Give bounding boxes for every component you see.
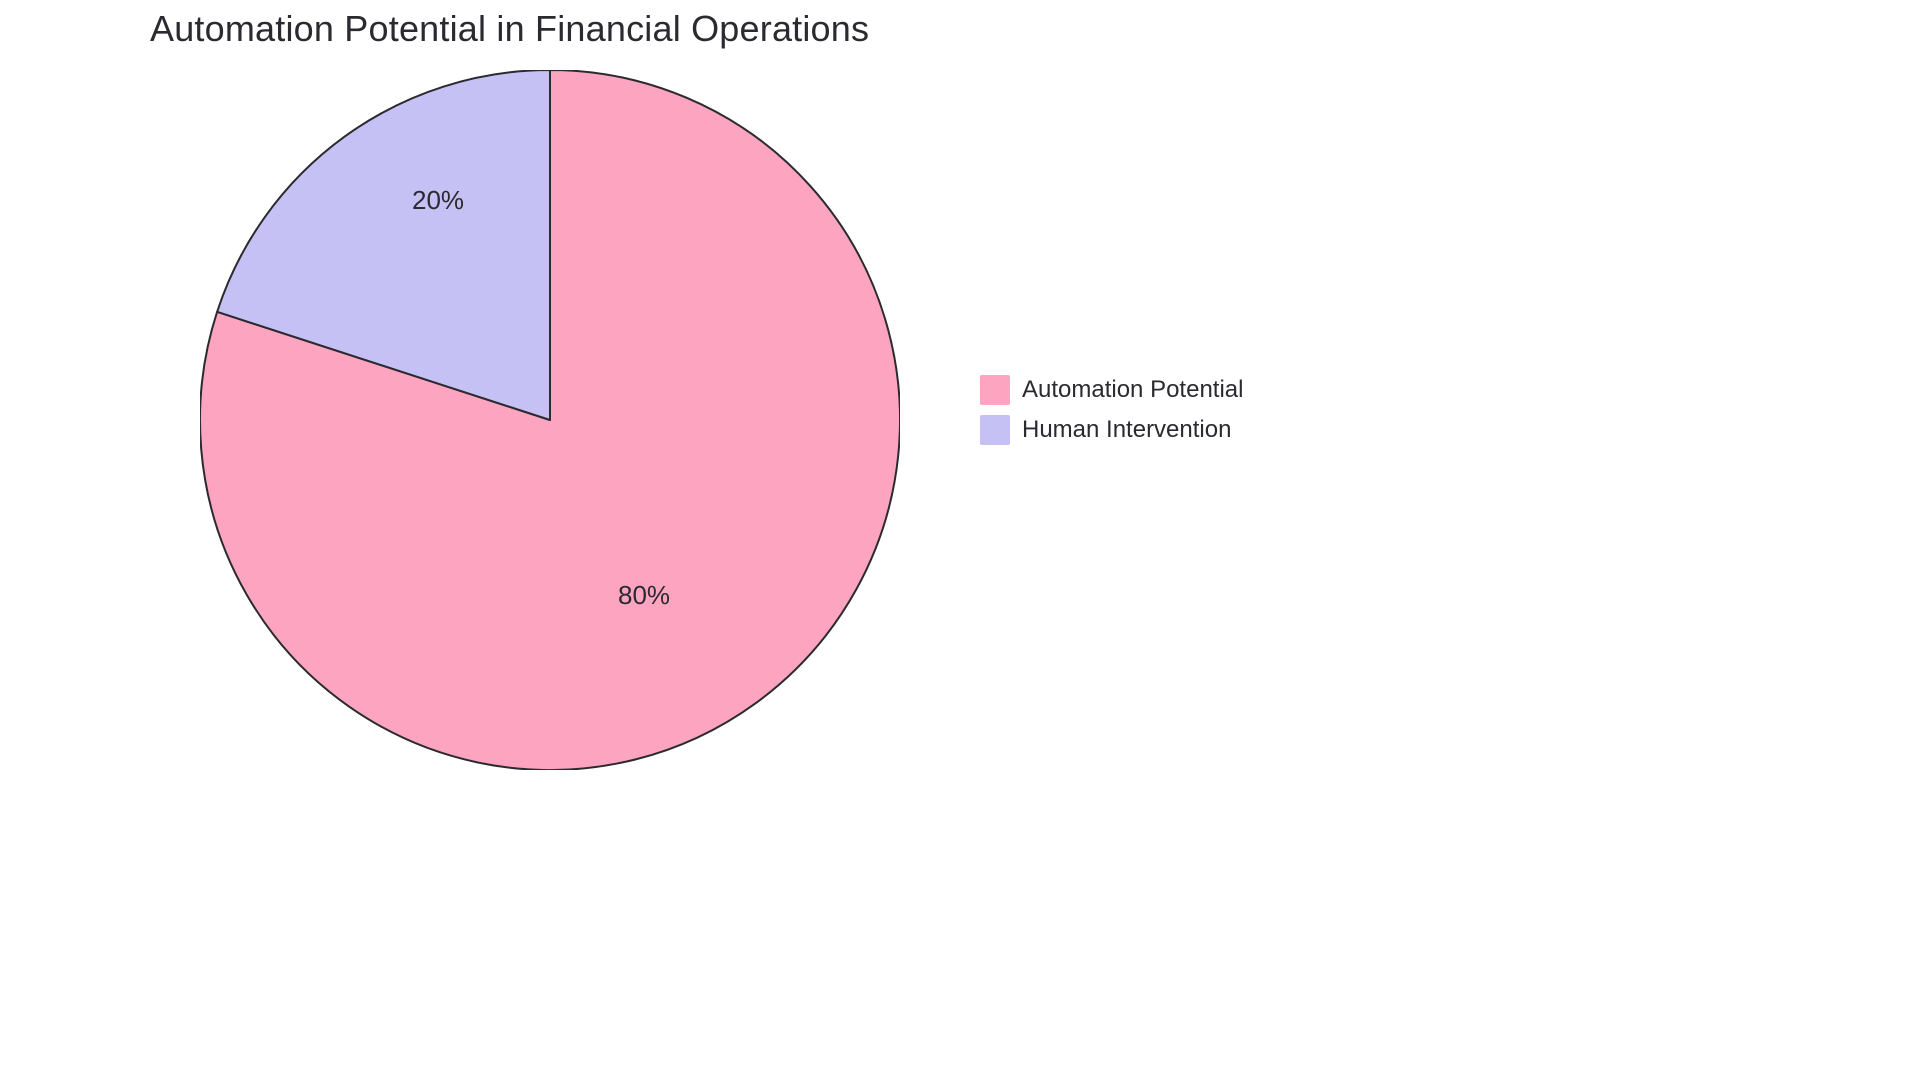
chart-stage: Automation Potential in Financial Operat…: [0, 0, 1456, 816]
slice-label-human: 20%: [412, 185, 464, 216]
pie-chart: 80% 20%: [200, 70, 900, 770]
legend-swatch-human: [980, 415, 1010, 445]
legend-item-automation: Automation Potential: [980, 370, 1243, 410]
legend-swatch-automation: [980, 375, 1010, 405]
slice-label-automation: 80%: [618, 580, 670, 611]
legend-item-human: Human Intervention: [980, 410, 1243, 450]
legend: Automation Potential Human Intervention: [980, 370, 1243, 450]
pie-svg: [200, 70, 900, 770]
legend-label-human: Human Intervention: [1022, 416, 1231, 444]
chart-title: Automation Potential in Financial Operat…: [150, 8, 869, 50]
legend-label-automation: Automation Potential: [1022, 376, 1243, 404]
